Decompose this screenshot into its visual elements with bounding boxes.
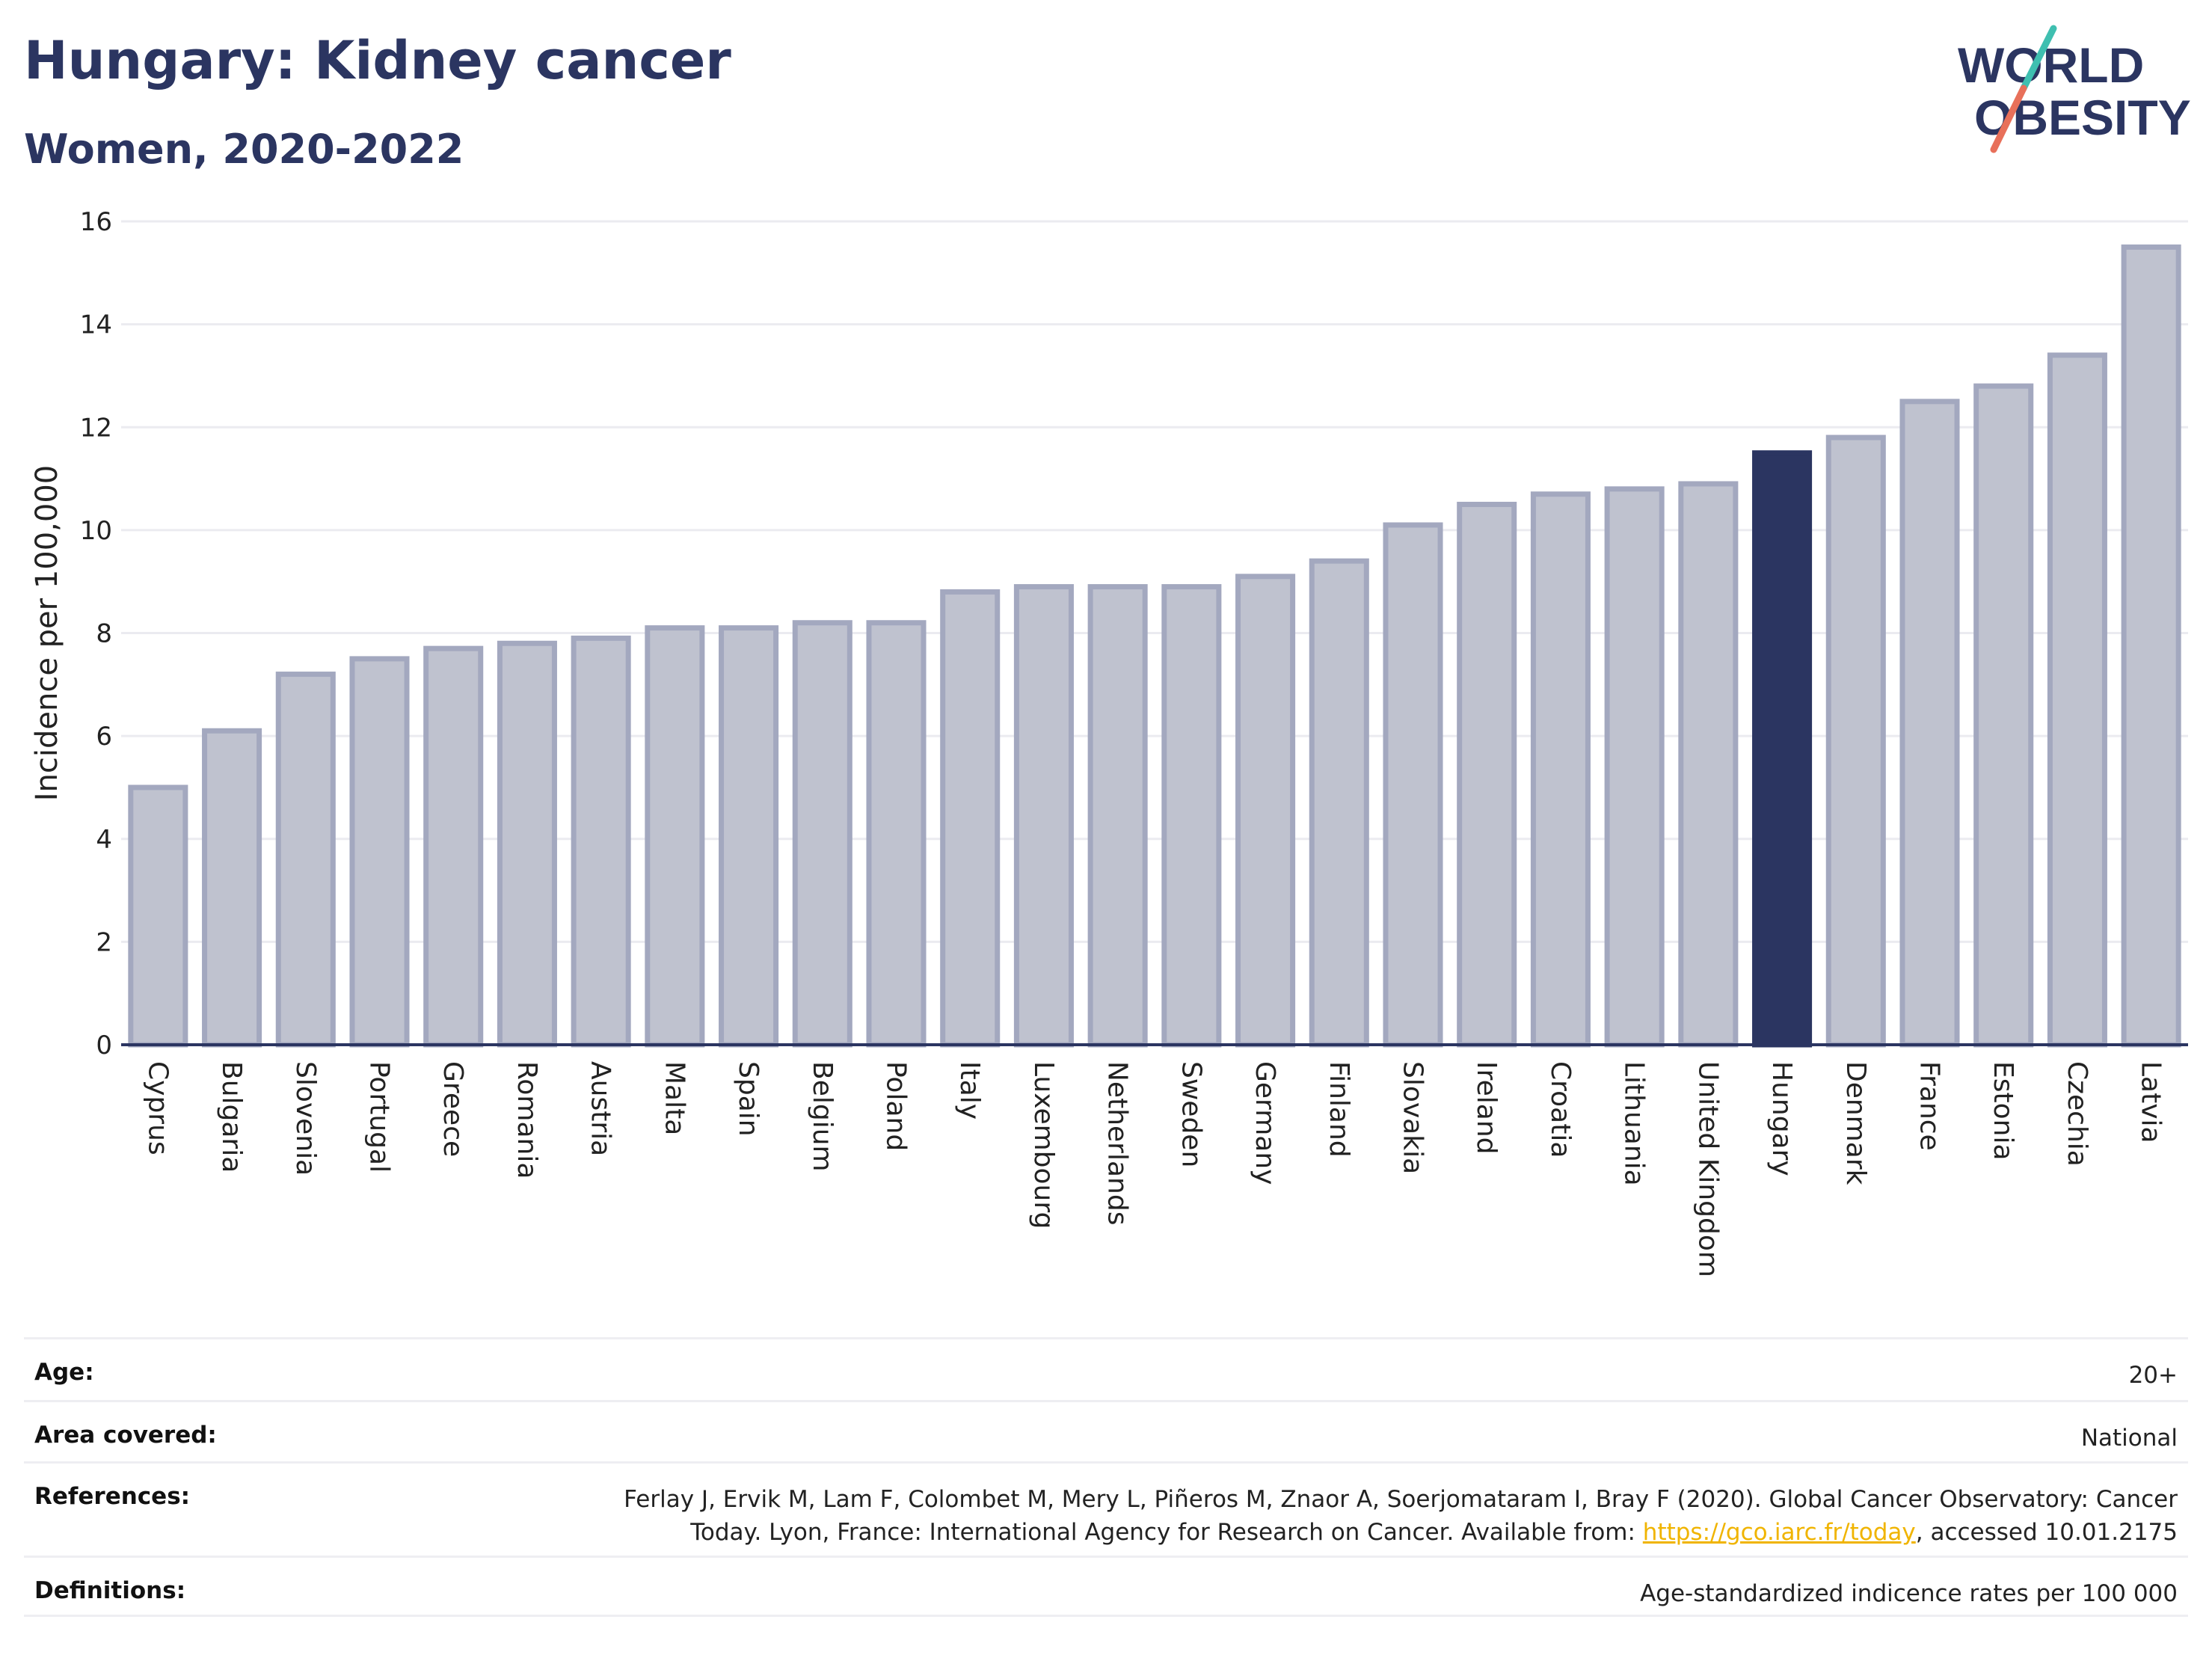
bar-bulgaria: [202, 728, 262, 1048]
bar-portugal: [349, 656, 410, 1048]
x-tick-label: Latvia: [2136, 1061, 2166, 1143]
y-tick-labels: 0 2 4 6 8 10 12 14 16: [80, 207, 112, 1060]
bar-estonia: [1973, 383, 2034, 1048]
meta-row-definitions: Definitions: Age-standardized indicence …: [24, 1556, 2188, 1617]
bar-poland: [866, 620, 927, 1048]
bar-france: [1899, 399, 1960, 1048]
x-tick-label: United Kingdom: [1692, 1061, 1723, 1277]
bar-chart: 0 2 4 6 8 10 12 14 16 Cyprus Bulgaria Slovenia Port…: [30, 207, 2188, 1277]
y-tick-label: 16: [80, 207, 112, 237]
x-tick-label: Netherlands: [1102, 1061, 1133, 1225]
meta-row-references: References: Ferlay J, Ervik M, Lam F, Co…: [24, 1461, 2188, 1556]
x-tick-label: France: [1914, 1061, 1945, 1151]
y-tick-label: 4: [96, 825, 112, 855]
y-tick-label: 10: [80, 516, 112, 546]
y-axis-label: Incidence per 100,000: [30, 465, 64, 802]
bar-slovakia: [1383, 522, 1443, 1048]
bar-cyprus: [128, 784, 188, 1048]
y-tick-label: 2: [96, 927, 112, 957]
x-tick-label: Malta: [659, 1061, 689, 1135]
x-tick-label: Ireland: [1471, 1061, 1502, 1155]
x-tick-label: Estonia: [1988, 1061, 2018, 1161]
age-value: 20+: [2128, 1362, 2178, 1389]
x-tick-label: Slovakia: [1398, 1061, 1428, 1174]
x-tick-label: Belgium: [807, 1061, 838, 1172]
x-tick-labels: Cyprus Bulgaria Slovenia Portugal Greece Roma…: [142, 1061, 2166, 1277]
area-label: Area covered:: [34, 1422, 217, 1449]
bar-italy: [940, 589, 1001, 1048]
meta-row-area: Area covered: National: [24, 1400, 2188, 1461]
references-value: Ferlay J, Ervik M, Lam F, Colombet M, Me…: [624, 1483, 2178, 1549]
bar-croatia: [1530, 491, 1591, 1048]
bar-spain: [719, 625, 779, 1048]
bar-malta: [645, 625, 705, 1048]
x-tick-label: Czechia: [2062, 1061, 2092, 1167]
references-line2-pre: Today. Lyon, France: International Agenc…: [690, 1519, 1643, 1546]
age-label: Age:: [34, 1359, 94, 1386]
x-tick-label: Italy: [954, 1061, 985, 1120]
references-link[interactable]: https://gco.iarc.fr/today: [1642, 1519, 1916, 1546]
bar-austria: [571, 635, 631, 1048]
bar-germany: [1235, 574, 1296, 1048]
bar-hungary: [1752, 450, 1813, 1048]
page-title: Hungary: Kidney cancer: [24, 30, 731, 91]
x-tick-label: Croatia: [1545, 1061, 1576, 1158]
bar-slovenia: [275, 672, 336, 1048]
y-tick-label: 0: [96, 1031, 112, 1060]
y-tick-label: 14: [80, 310, 112, 340]
y-tick-label: 6: [96, 722, 112, 752]
x-tick-label: Germany: [1250, 1061, 1280, 1185]
x-tick-label: Cyprus: [142, 1061, 173, 1155]
world-obesity-logo: WORLD OBESITY: [1958, 25, 2191, 153]
x-tick-label: Austria: [586, 1061, 616, 1156]
metadata-table: Age: 20+ Area covered: National Referenc…: [24, 1337, 2188, 1617]
bar-sweden: [1161, 584, 1222, 1048]
x-tick-label: Greece: [437, 1061, 468, 1157]
bar-belgium: [792, 620, 852, 1048]
x-tick-label: Sweden: [1176, 1061, 1206, 1167]
references-line2-post: , accessed 10.01.2175: [1915, 1519, 2178, 1546]
bar-czechia: [2047, 352, 2107, 1048]
bar-denmark: [1825, 435, 1886, 1048]
logo-line1: WORLD: [1958, 37, 2144, 93]
x-tick-label: Bulgaria: [216, 1061, 247, 1173]
x-tick-label: Hungary: [1766, 1061, 1797, 1176]
x-tick-label: Poland: [881, 1061, 912, 1151]
x-tick-label: Finland: [1324, 1061, 1354, 1158]
x-tick-label: Spain: [733, 1061, 764, 1137]
x-tick-label: Denmark: [1840, 1061, 1871, 1185]
bar-luxembourg: [1013, 584, 1074, 1048]
page-subtitle: Women, 2020-2022: [24, 126, 464, 173]
definitions-label: Definitions:: [34, 1577, 186, 1604]
area-value: National: [2080, 1425, 2178, 1452]
references-label: References:: [34, 1483, 191, 1510]
bar-lithuania: [1604, 486, 1665, 1048]
meta-row-age: Age: 20+: [24, 1337, 2188, 1400]
y-tick-label: 8: [96, 619, 112, 649]
bar-romania: [497, 640, 557, 1048]
bar-greece: [423, 645, 484, 1048]
x-tick-label: Luxembourg: [1028, 1061, 1059, 1229]
y-tick-label: 12: [80, 413, 112, 443]
x-tick-label: Lithuania: [1619, 1061, 1650, 1186]
x-tick-label: Romania: [511, 1061, 542, 1179]
bar-finland: [1309, 558, 1369, 1048]
x-tick-label: Slovenia: [290, 1061, 321, 1176]
references-line1: Ferlay J, Ervik M, Lam F, Colombet M, Me…: [624, 1486, 2178, 1513]
definitions-value: Age-standardized indicence rates per 100…: [1640, 1580, 2178, 1607]
bars: [128, 244, 2181, 1048]
bar-ireland: [1457, 501, 1517, 1048]
bar-netherlands: [1087, 584, 1148, 1048]
bar-latvia: [2121, 244, 2181, 1048]
x-tick-label: Portugal: [364, 1061, 395, 1173]
bar-united-kingdom: [1678, 481, 1739, 1048]
